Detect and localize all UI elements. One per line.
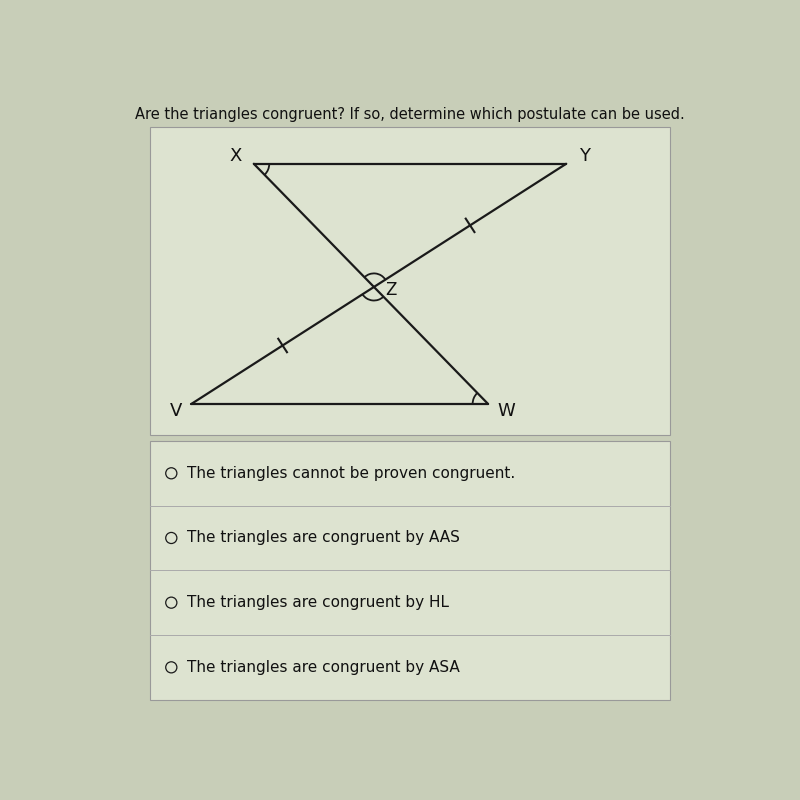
Text: Y: Y [579, 147, 590, 166]
Bar [150, 127, 670, 435]
Circle shape [166, 597, 177, 608]
Bar [150, 441, 670, 700]
Circle shape [166, 468, 177, 479]
Text: The triangles are congruent by ASA: The triangles are congruent by ASA [187, 660, 459, 675]
Text: V: V [170, 402, 182, 420]
Text: Are the triangles congruent? If so, determine which postulate can be used.: Are the triangles congruent? If so, dete… [135, 107, 685, 122]
Text: The triangles are congruent by HL: The triangles are congruent by HL [187, 595, 449, 610]
Text: W: W [498, 402, 515, 420]
Text: Z: Z [386, 281, 397, 299]
Text: The triangles are congruent by AAS: The triangles are congruent by AAS [187, 530, 460, 546]
Circle shape [166, 662, 177, 673]
Text: X: X [229, 147, 242, 166]
Text: The triangles cannot be proven congruent.: The triangles cannot be proven congruent… [187, 466, 515, 481]
Circle shape [166, 533, 177, 543]
